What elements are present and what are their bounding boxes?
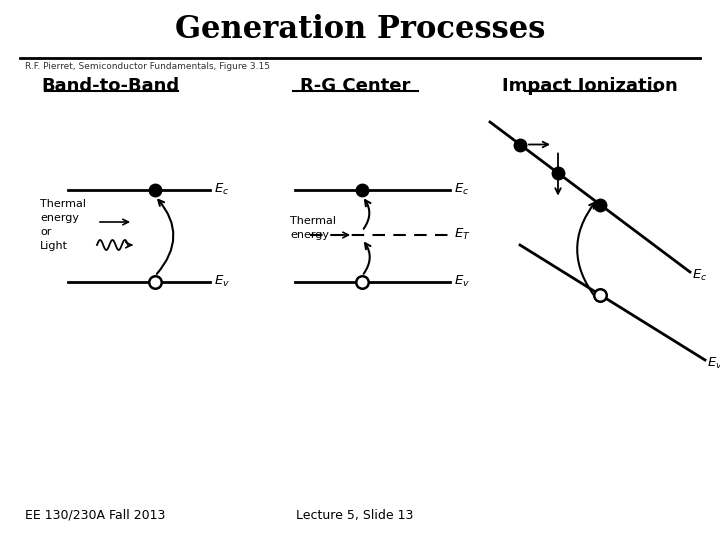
Text: EE 130/230A Fall 2013: EE 130/230A Fall 2013 <box>25 509 166 522</box>
Text: Lecture 5, Slide 13: Lecture 5, Slide 13 <box>297 509 414 522</box>
Text: $E_c$: $E_c$ <box>692 267 707 282</box>
Text: Thermal
energy: Thermal energy <box>290 216 336 240</box>
Text: $E_v$: $E_v$ <box>707 355 720 370</box>
Text: $E_v$: $E_v$ <box>454 273 470 288</box>
Text: $E_v$: $E_v$ <box>214 273 230 288</box>
Text: Band-to-Band: Band-to-Band <box>41 77 179 95</box>
Text: Impact Ionization: Impact Ionization <box>502 77 678 95</box>
Text: Thermal
energy
or
Light: Thermal energy or Light <box>40 199 86 251</box>
Text: R.F. Pierret, Semiconductor Fundamentals, Figure 3.15: R.F. Pierret, Semiconductor Fundamentals… <box>25 62 270 71</box>
Text: $E_c$: $E_c$ <box>454 181 469 197</box>
Text: $E_c$: $E_c$ <box>214 181 230 197</box>
Text: $E_T$: $E_T$ <box>454 226 471 241</box>
Text: R-G Center: R-G Center <box>300 77 410 95</box>
Text: Generation Processes: Generation Processes <box>175 15 545 45</box>
